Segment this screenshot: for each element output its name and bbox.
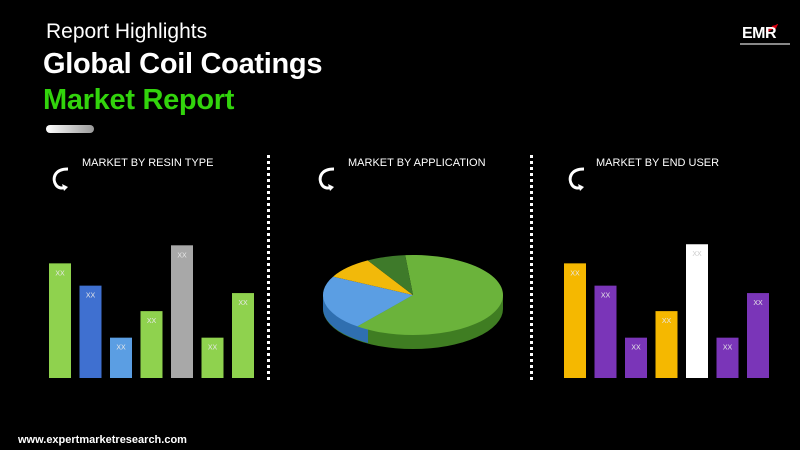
section-divider <box>267 155 270 380</box>
bar <box>140 311 163 378</box>
bar-data-label: XX <box>147 318 157 325</box>
resin-type-bar-chart: XX XX XX XX XX XX XX <box>49 245 254 378</box>
bar <box>201 337 224 378</box>
bar-data-label: XX <box>55 270 65 277</box>
curved-arrow-icon <box>568 167 585 191</box>
application-pie-chart <box>323 255 503 349</box>
bar <box>171 245 193 378</box>
bar-data-label: XX <box>86 293 96 300</box>
section-title-resin-type: MARKET BY RESIN TYPE <box>82 157 214 169</box>
bar-data-label: XX <box>238 300 248 307</box>
section-title-application: MARKET BY APPLICATION <box>348 157 486 169</box>
bar <box>232 293 254 378</box>
pie-slice <box>323 276 413 327</box>
bar <box>625 337 647 378</box>
bar <box>594 285 617 378</box>
logo-underline <box>740 43 790 45</box>
curved-arrow-icon <box>52 167 69 191</box>
pie-slice <box>333 260 413 295</box>
bar-data-label: XX <box>208 345 218 352</box>
bar <box>110 337 132 378</box>
bar-data-label: XX <box>631 345 641 352</box>
bar-data-label: XX <box>692 251 702 258</box>
bar <box>79 285 102 378</box>
bar <box>716 337 739 378</box>
section-divider <box>530 155 533 380</box>
pie-side <box>323 295 368 343</box>
end-user-bar-chart: XX XX XX XX XX XX XX <box>564 244 769 378</box>
bar <box>49 263 71 378</box>
section-title-end-user: MARKET BY END USER <box>596 157 720 169</box>
report-kicker: Report Highlights <box>46 20 208 43</box>
bar <box>655 311 678 378</box>
bar-data-label: XX <box>753 300 763 307</box>
bar-data-label: XX <box>116 345 126 352</box>
bar-data-label: XX <box>723 345 733 352</box>
bar <box>564 263 586 378</box>
decorative-pill <box>46 125 94 133</box>
bar <box>747 293 769 378</box>
bar-data-label: XX <box>177 252 187 259</box>
logo-text: EMR <box>742 25 777 42</box>
pie-slice <box>357 255 503 335</box>
page-subtitle: Market Report <box>43 84 235 116</box>
bar-data-label: XX <box>662 318 672 325</box>
emr-logo <box>765 24 779 33</box>
curved-arrow-icon <box>318 167 335 191</box>
pie-slice <box>367 255 413 295</box>
bar-data-label: XX <box>601 293 611 300</box>
page-title: Global Coil Coatings <box>43 48 323 80</box>
footer-url[interactable]: www.expertmarketresearch.com <box>18 434 187 446</box>
bar <box>686 244 708 378</box>
bar-data-label: XX <box>570 270 580 277</box>
